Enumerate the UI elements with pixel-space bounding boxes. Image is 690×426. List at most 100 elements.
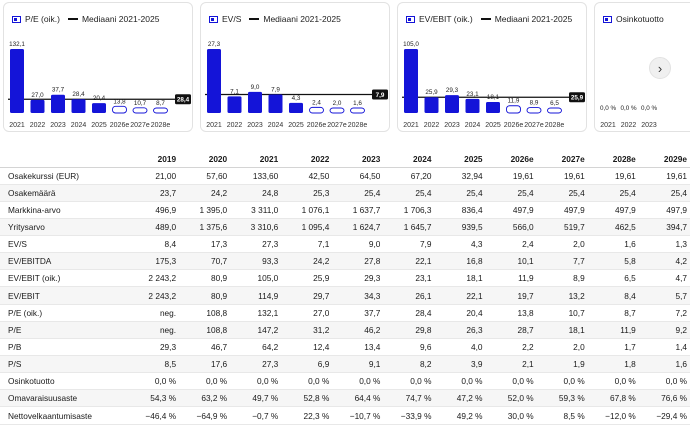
table-cell: 132,1 — [230, 304, 282, 322]
table-cell: 4,0 — [434, 338, 486, 357]
bar[interactable] — [30, 99, 45, 113]
table-cell: 1 395,0 — [179, 201, 231, 219]
column-header: 2024 — [383, 152, 435, 168]
data-label: 28,4 — [72, 91, 85, 98]
x-tick-label: 2026e — [504, 122, 524, 129]
table-row: P/B 29,3 46,7 64,2 12,4 13,4 9,6 4,0 2,2 2,0 1,7 1,… — [0, 338, 690, 357]
chart-card-ev-ebit[interactable]: EV/EBIT (oik.) Mediaani 2021-2025 105,0 2… — [397, 2, 587, 132]
table-cell: 108,8 — [179, 304, 231, 322]
row-label: P/E — [0, 321, 129, 339]
table-cell: 28,7 — [485, 321, 537, 339]
table-row: Markkina-arvo 496,9 1 395,0 3 311,0 1 076,1 1… — [0, 201, 690, 219]
bar-legend-swatch — [12, 15, 21, 23]
table-cell: −46,4 % — [128, 406, 180, 425]
column-header: 2026e — [485, 152, 537, 168]
table-cell: 49,2 % — [434, 406, 486, 425]
table-cell: 1 637,7 — [332, 201, 384, 219]
bar-legend-label: EV/EBIT (oik.) — [419, 14, 473, 24]
median-legend-swatch — [249, 18, 260, 20]
table-cell: 29,3 — [332, 269, 384, 288]
bar[interactable] — [153, 107, 168, 114]
table-row: P/E neg. 108,8 147,2 31,2 46,2 29,8 26,3 28,7 18,… — [0, 321, 690, 339]
median-badge: 25,9 — [569, 92, 585, 103]
table-cell: 5,8 — [587, 252, 639, 271]
median-legend-swatch — [67, 18, 78, 20]
table-cell: 3 311,0 — [230, 201, 282, 219]
table-cell: 13,8 — [485, 304, 537, 322]
bar[interactable] — [268, 94, 283, 113]
ev-s-chart: 27,3 2021 7,1 2022 9,0 2023 7,9 2024 4,3 2025 2,4 2… — [205, 41, 388, 129]
bar[interactable] — [132, 107, 148, 114]
x-tick-label: 2021 — [9, 122, 25, 129]
x-tick-label: 2026e — [307, 122, 327, 129]
bar[interactable] — [51, 94, 65, 113]
column-header: 2029e — [638, 152, 690, 168]
table-cell: 0,0 % — [587, 372, 639, 391]
table-cell: 0,0 % — [179, 372, 231, 391]
table-cell: 22,1 — [383, 252, 435, 271]
bar[interactable] — [248, 91, 262, 113]
bar[interactable] — [92, 103, 106, 113]
chart-card-ev-s[interactable]: EV/S Mediaani 2021-2025 27,3 2021 7,1 2022 9… — [200, 2, 390, 132]
table-cell: 0,0 % — [230, 372, 282, 391]
table-header-label — [0, 152, 129, 168]
bar[interactable] — [404, 49, 418, 113]
data-label: 1,6 — [353, 100, 362, 107]
bar[interactable] — [465, 98, 480, 113]
bar[interactable] — [486, 101, 500, 113]
row-label: P/S — [0, 355, 129, 374]
x-tick-label: 2022 — [621, 122, 637, 129]
table-cell: 394,7 — [638, 218, 690, 237]
median-legend-label: Mediaani 2021-2025 — [81, 14, 160, 24]
table-cell: 46,2 — [332, 321, 384, 339]
table-cell: 9,6 — [383, 338, 435, 357]
x-tick-label: 2024 — [71, 122, 87, 129]
data-label: 2,0 — [333, 100, 342, 107]
table-cell: 7,7 — [536, 252, 588, 271]
bar[interactable] — [112, 105, 127, 114]
table-cell: 1 706,3 — [383, 201, 435, 219]
x-tick-label: 2027e — [524, 122, 544, 129]
bar[interactable] — [424, 97, 439, 113]
bar[interactable] — [71, 99, 86, 113]
table-cell: 29,7 — [281, 286, 333, 305]
valuation-table: 2019 2020 2021 2022 2023 2024 2025 2026e… — [0, 152, 690, 425]
column-header: 2020 — [179, 152, 231, 168]
bar[interactable] — [526, 107, 542, 114]
bar[interactable] — [10, 49, 24, 113]
carousel-next-button[interactable]: › — [649, 57, 671, 79]
bar[interactable] — [547, 107, 562, 114]
bar[interactable] — [329, 107, 345, 114]
data-label: 132,1 — [9, 41, 25, 48]
table-cell: 59,3 % — [536, 389, 588, 408]
x-tick-label: 2023 — [444, 122, 460, 129]
table-cell: 16,8 — [434, 252, 486, 271]
table-cell: 29,8 — [383, 321, 435, 339]
table-row: Yritysarvo 489,0 1 375,6 3 310,6 1 095,4 1 62… — [0, 218, 690, 237]
table-cell: 3,9 — [434, 355, 486, 374]
data-label: 27,0 — [31, 92, 44, 99]
bar[interactable] — [506, 105, 521, 114]
table-row: EV/EBIT (oik.) 2 243,2 80,9 105,0 25,9 29,3 23… — [0, 269, 690, 288]
table-cell: 7,1 — [281, 235, 333, 254]
median-value: 25,9 — [571, 95, 584, 102]
table-cell: 17,3 — [179, 235, 231, 254]
table-cell: 11,9 — [485, 269, 537, 288]
chart-card-pe[interactable]: P/E (oik.) Mediaani 2021-2025 132,1 2021 2… — [3, 2, 193, 132]
dividend-yield-chart: 0,0 % 2021 0,0 % 2022 0,0 % 2023 — [600, 105, 658, 129]
table-cell: 25,4 — [587, 184, 639, 202]
table-cell: 0,0 % — [281, 372, 333, 391]
bar[interactable] — [289, 102, 303, 113]
table-cell: 19,61 — [638, 167, 690, 185]
bar[interactable] — [227, 96, 242, 113]
table-cell: 67,8 % — [587, 389, 639, 408]
table-cell: 19,61 — [536, 167, 588, 185]
bar[interactable] — [445, 95, 459, 113]
table-cell: 10,1 — [485, 252, 537, 271]
bar[interactable] — [207, 49, 221, 113]
table-cell: −0,7 % — [230, 406, 282, 425]
bar[interactable] — [350, 107, 365, 114]
chart-card-dividend-yield[interactable]: Osinkotuotto 0,0 % 2021 0,0 % 2022 0,0 % 2023 — [594, 2, 690, 132]
bar[interactable] — [309, 106, 324, 114]
x-tick-label: 2023 — [50, 122, 66, 129]
